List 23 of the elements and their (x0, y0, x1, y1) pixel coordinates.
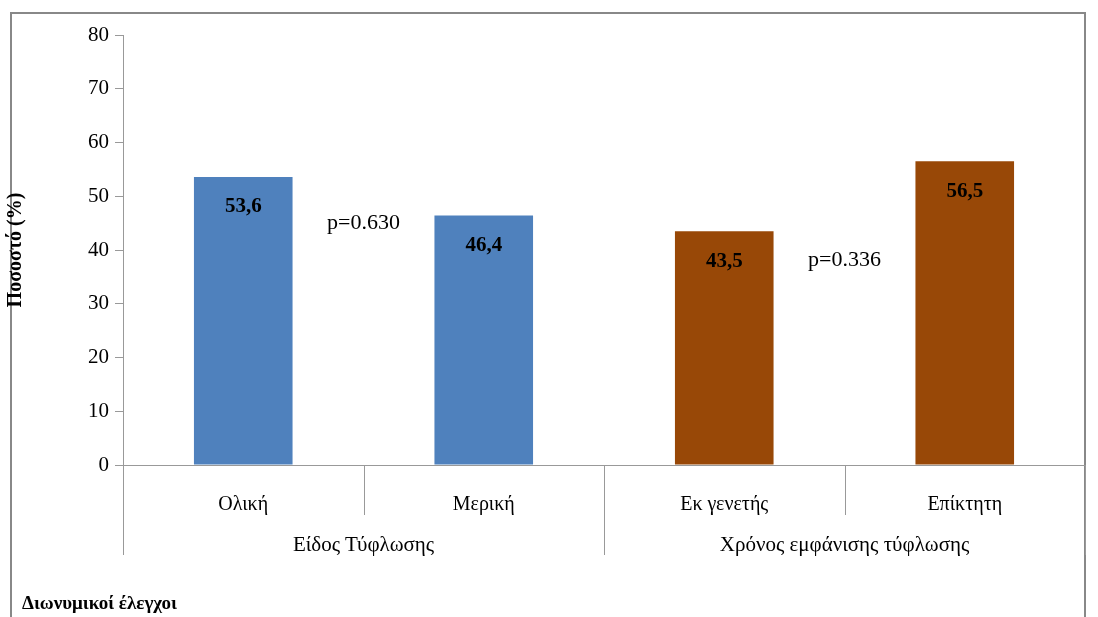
text: Είδος Τύφλωσης (292, 531, 435, 556)
data-label: 43,5 (705, 247, 743, 272)
x-tick-label: Εκ γενετής (680, 492, 769, 516)
y-tick-label: 60 (88, 129, 109, 154)
y-tick-label: 10 (88, 397, 109, 422)
data-label: 53,6 (224, 193, 262, 218)
text: Διωνυμικοί έλεγχοι (22, 591, 178, 613)
y-tick-label: 50 (88, 182, 109, 207)
y-tick-label: 20 (88, 344, 109, 369)
data-label: 56,5 (946, 177, 984, 202)
text: Χρόνος εμφάνισης τύφλωσης (719, 531, 970, 556)
y-tick-label: 70 (88, 75, 109, 100)
y-tick-label: 30 (88, 290, 109, 315)
y-tick-label: 0 (98, 451, 109, 476)
x-tick-label: Ολική (218, 492, 269, 516)
data-label: 46,4 (465, 232, 503, 257)
y-tick-label: 40 (88, 236, 109, 261)
y-tick-label: 80 (88, 21, 109, 46)
x-tick-label: Επίκτητη (927, 492, 1003, 516)
y-axis-title: Ποσοστό (%) (3, 192, 27, 308)
x-tick-label: Μερική (452, 492, 515, 516)
annotation: p=0.630 (327, 208, 400, 234)
annotation: p=0.336 (808, 245, 881, 271)
